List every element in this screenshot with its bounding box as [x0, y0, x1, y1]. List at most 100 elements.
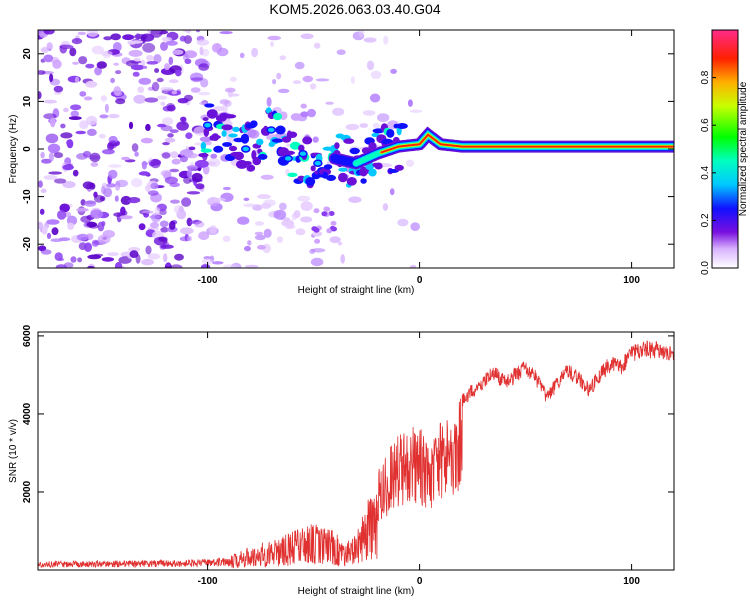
- noise-blob: [279, 202, 287, 211]
- noise-blob: [186, 168, 193, 178]
- noise-blob: [405, 159, 415, 167]
- noise-blob: [410, 222, 421, 232]
- noise-blob: [93, 253, 104, 257]
- band-blob: [360, 178, 367, 184]
- band-blob: [244, 161, 252, 166]
- noise-blob: [210, 153, 218, 159]
- noise-blob: [325, 101, 334, 105]
- snr-panel: -100 0 100 2000 4000 6000 Height of straight …: [8, 324, 675, 597]
- noise-blob: [106, 183, 117, 188]
- noise-blob: [350, 76, 355, 84]
- noise-blob: [336, 49, 346, 55]
- noise-blob: [243, 203, 257, 208]
- noise-blob: [72, 169, 79, 177]
- noise-blob: [130, 40, 143, 44]
- band-blob: [206, 109, 218, 119]
- noise-blob: [122, 34, 135, 41]
- noise-blob: [70, 256, 77, 263]
- noise-blob: [172, 49, 184, 55]
- snr-xlabel: Height of straight line (km): [298, 586, 415, 597]
- noise-blob: [170, 264, 183, 268]
- signal-band: [198, 103, 674, 244]
- noise-blob: [115, 70, 122, 75]
- noise-blob: [137, 86, 145, 94]
- noise-blob: [127, 199, 135, 203]
- band-blob: [265, 107, 272, 114]
- noise-blob: [409, 109, 423, 113]
- noise-blob: [160, 101, 166, 106]
- noise-blob: [254, 231, 264, 236]
- noise-blob: [43, 175, 58, 180]
- noise-blob: [159, 220, 169, 228]
- band-blob: [232, 126, 240, 133]
- noise-blob: [377, 113, 390, 122]
- noise-blob: [70, 104, 82, 111]
- noise-blob: [257, 194, 271, 200]
- band-blob: [368, 142, 377, 151]
- band-blob: [222, 142, 233, 147]
- band-blob: [305, 177, 316, 186]
- noise-blob: [161, 152, 171, 159]
- noise-blob: [84, 242, 92, 252]
- noise-blob: [186, 191, 201, 195]
- noise-blob: [186, 235, 193, 242]
- noise-blob: [160, 41, 168, 52]
- y-tick-label: 6000: [22, 324, 33, 347]
- snr-background: [38, 332, 674, 570]
- noise-blob: [59, 44, 74, 49]
- band-blob: [326, 228, 333, 234]
- noise-blob: [71, 38, 83, 45]
- noise-blob: [85, 63, 95, 69]
- noise-blob: [110, 77, 115, 84]
- band-blob: [396, 123, 408, 129]
- noise-blob: [166, 104, 176, 112]
- band-node: [241, 145, 251, 153]
- band-blob: [394, 164, 404, 171]
- band-blob: [386, 129, 395, 138]
- band-blob: [324, 206, 331, 212]
- band-blob: [224, 114, 237, 119]
- noise-blob: [307, 108, 316, 118]
- noise-blob: [43, 113, 57, 120]
- noise-blob: [196, 39, 210, 46]
- noise-blob: [191, 172, 203, 183]
- band-layer-5: [380, 133, 674, 154]
- noise-blob: [140, 59, 146, 67]
- noise-blob: [70, 110, 80, 118]
- band-blob: [338, 167, 348, 172]
- noise-blob: [147, 253, 161, 260]
- noise-blob: [300, 216, 313, 223]
- x-tick-label: 100: [623, 576, 640, 587]
- noise-blob: [141, 160, 147, 170]
- noise-blob: [120, 206, 126, 216]
- band-blob: [368, 168, 377, 177]
- noise-blob: [312, 136, 319, 143]
- noise-blob: [57, 210, 67, 220]
- noise-blob: [188, 146, 196, 151]
- noise-blob: [146, 61, 159, 65]
- noise-blob: [49, 73, 54, 83]
- noise-blob: [198, 91, 211, 96]
- y-tick-label: 10: [22, 95, 33, 107]
- band-blob: [287, 131, 298, 138]
- noise-blob: [134, 151, 139, 157]
- snr-frame: [37, 331, 675, 571]
- colorbar: 0.0 0.2 0.4 0.6 0.8 Normalized spectral ampl…: [700, 29, 749, 275]
- noise-blob: [131, 143, 139, 152]
- band-blob: [338, 172, 348, 183]
- noise-blob: [138, 223, 146, 231]
- colorbar-tick-label: 0.4: [700, 165, 711, 179]
- noise-blob: [43, 54, 54, 63]
- x-tick-label: -100: [198, 576, 218, 587]
- noise-blob: [183, 176, 192, 184]
- noise-blob: [284, 225, 296, 230]
- y-tick-label: -20: [22, 237, 33, 252]
- noise-blob: [194, 221, 205, 228]
- noise-blob: [86, 221, 98, 228]
- noise-blob: [164, 137, 176, 143]
- y-tick-label: 20: [22, 48, 33, 60]
- noise-blob: [332, 107, 345, 116]
- noise-blob: [223, 100, 232, 107]
- colorbar-ticks: 0.0 0.2 0.4 0.6 0.8: [700, 70, 716, 275]
- noise-blob: [90, 209, 103, 219]
